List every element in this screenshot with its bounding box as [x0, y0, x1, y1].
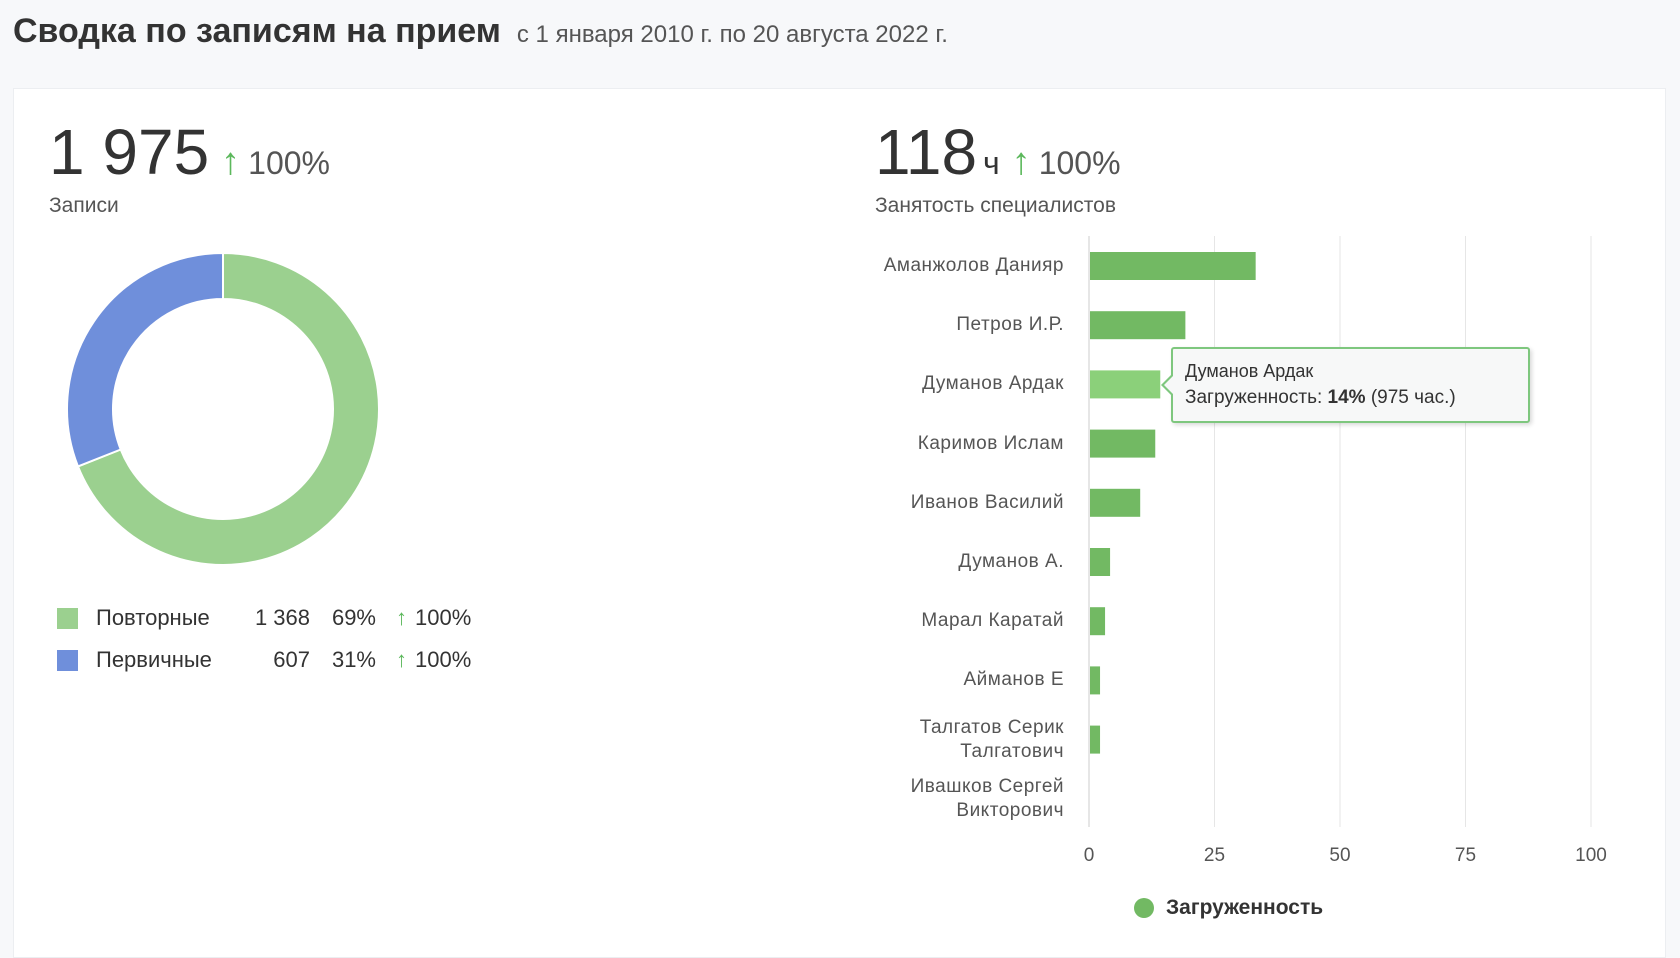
- legend-percent: 69%: [331, 605, 376, 630]
- x-tick-label: 75: [1454, 845, 1477, 866]
- date-range: с 1 января 2010 г. по 20 августа 2022 г.: [516, 21, 948, 48]
- appointments-kpi: 1 975 ↑ 100%: [49, 115, 330, 189]
- legend-item-primary[interactable]: Первичные 607 31% ↑ 100%: [57, 639, 471, 681]
- workload-unit: ч: [983, 145, 1000, 181]
- chart-legend-item[interactable]: Загруженность: [1134, 896, 1323, 920]
- arrow-up-icon: ↑: [396, 647, 407, 672]
- chart-legend-label: Загруженность: [1166, 896, 1324, 919]
- appointments-donut-chart: [66, 251, 380, 566]
- page-header: Сводка по записям на прием с 1 января 20…: [13, 12, 948, 51]
- y-category-label: Аманжолов Данияр: [883, 255, 1064, 276]
- legend-count: 607: [273, 647, 310, 672]
- arrow-up-icon: ↑: [396, 605, 407, 630]
- x-tick-label: 0: [1083, 845, 1095, 866]
- bar[interactable]: [1090, 666, 1101, 695]
- y-category-label: Иванов Василий: [910, 491, 1064, 513]
- workload-total: 118: [875, 116, 978, 188]
- bar[interactable]: [1090, 311, 1186, 340]
- legend-dot-icon: [1134, 898, 1154, 918]
- chart-tooltip: Думанов Ардак Загруженность: 14% (975 ча…: [1161, 347, 1530, 423]
- workload-change: 100%: [1038, 145, 1121, 181]
- legend-count: 1 368: [254, 605, 310, 630]
- y-category-label: Марал Каратай: [921, 610, 1064, 632]
- y-category-label: Айманов Е: [963, 669, 1064, 691]
- bar[interactable]: [1090, 370, 1161, 399]
- bar[interactable]: [1090, 252, 1256, 280]
- bar[interactable]: [1090, 725, 1101, 754]
- legend-name: Первичные: [96, 647, 212, 672]
- tooltip-extra: (975 час.): [1370, 387, 1456, 408]
- workload-kpi: 118 ч ↑ 100%: [875, 115, 1121, 189]
- tooltip-title: Думанов Ардак: [1185, 361, 1314, 381]
- x-tick-label: 50: [1329, 845, 1351, 866]
- x-tick-label: 25: [1203, 845, 1226, 866]
- bar[interactable]: [1090, 429, 1156, 458]
- bar[interactable]: [1090, 607, 1106, 636]
- y-category-label: Петров И.Р.: [956, 314, 1064, 336]
- legend-name: Повторные: [96, 605, 210, 630]
- bar[interactable]: [1090, 488, 1141, 517]
- legend-item-repeat[interactable]: Повторные 1 368 69% ↑ 100%: [57, 597, 471, 639]
- y-category-label: Думанов А.: [958, 551, 1064, 572]
- y-category-label: Думанов Ардак: [922, 373, 1064, 395]
- page-title: Сводка по записям на прием: [13, 12, 501, 50]
- appointments-change: 100%: [248, 145, 330, 181]
- y-category-label: Талгатов Серик Талгатович: [919, 716, 1064, 762]
- appointments-total: 1 975: [49, 116, 210, 188]
- workload-label: Занятость специалистов: [875, 194, 1116, 217]
- donut-legend: Повторные 1 368 69% ↑ 100% Первичные 607…: [57, 597, 471, 681]
- arrow-up-icon: ↑: [1011, 141, 1031, 183]
- bar[interactable]: [1090, 548, 1111, 576]
- tooltip-label: Загруженность:: [1185, 387, 1323, 408]
- y-category-label: Ивашков Сергей Викторович: [910, 775, 1064, 821]
- y-category-label: Каримов Ислам: [917, 432, 1064, 454]
- donut-slice[interactable]: [66, 251, 224, 468]
- legend-swatch: [57, 607, 78, 629]
- arrow-up-icon: ↑: [221, 141, 241, 183]
- donut-slice[interactable]: [76, 251, 380, 566]
- legend-change: 100%: [415, 605, 472, 630]
- legend-change: 100%: [415, 647, 472, 672]
- x-tick-label: 100: [1575, 845, 1607, 866]
- tooltip-value: 14%: [1327, 387, 1366, 408]
- legend-percent: 31%: [331, 647, 376, 672]
- legend-swatch: [57, 649, 78, 671]
- appointments-label: Записи: [49, 194, 119, 217]
